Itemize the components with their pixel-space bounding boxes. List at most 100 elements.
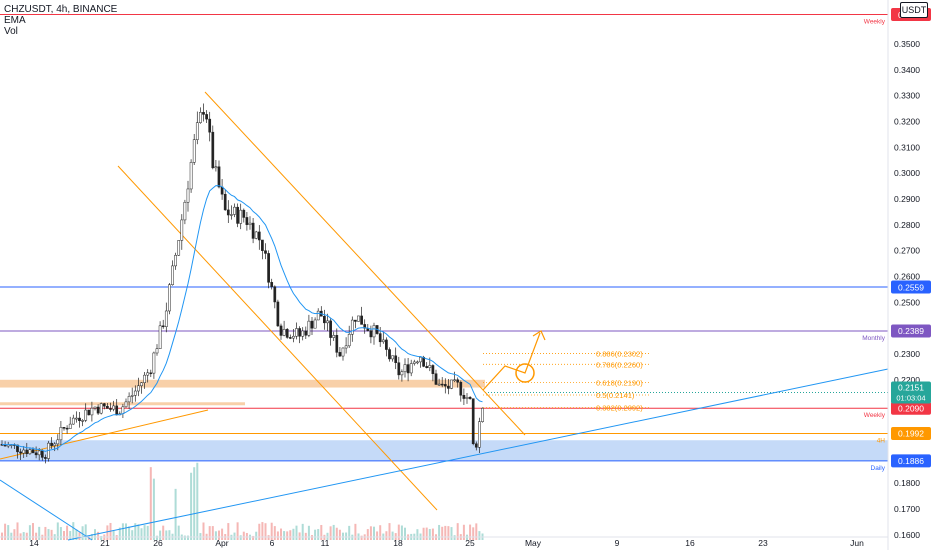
price-tick-label: 0.2900 bbox=[894, 194, 920, 204]
volume-bar bbox=[258, 523, 261, 540]
volume-bar bbox=[125, 523, 127, 540]
time-axis[interactable]: 14 21 26 Apr 6 11 18 25 May 9 16 23 Jun bbox=[0, 536, 888, 548]
candle-body bbox=[347, 333, 351, 347]
candle-body bbox=[78, 417, 81, 421]
currency-button[interactable]: USDT bbox=[900, 2, 928, 18]
volume-bar bbox=[283, 531, 286, 540]
candle-body bbox=[242, 209, 246, 218]
volume-bar bbox=[156, 535, 158, 540]
candle-body bbox=[189, 162, 193, 190]
volume-bar bbox=[329, 526, 332, 540]
volume-bar bbox=[276, 531, 279, 540]
volume-bar bbox=[128, 526, 131, 540]
candle-body bbox=[146, 372, 150, 376]
candle-body bbox=[434, 373, 438, 385]
volume-bar bbox=[342, 532, 344, 540]
volume-bar bbox=[270, 522, 273, 540]
candle-body bbox=[230, 214, 233, 216]
volume-indicator-label[interactable]: Vol bbox=[4, 26, 18, 37]
volume-bar bbox=[338, 529, 341, 540]
price-tick-label: 0.2200 bbox=[894, 375, 920, 385]
volume-bar bbox=[202, 522, 205, 540]
volume-bar bbox=[431, 528, 434, 540]
volume-bar bbox=[428, 528, 431, 540]
candle-body bbox=[226, 209, 230, 216]
volume-bar bbox=[317, 529, 320, 540]
volume-bar bbox=[264, 523, 267, 540]
candle-body bbox=[276, 301, 280, 327]
candle-body bbox=[168, 284, 171, 312]
time-tick-label: 9 bbox=[615, 538, 620, 548]
price-tick-label: 0.3400 bbox=[894, 65, 920, 75]
ema-indicator-label[interactable]: EMA bbox=[4, 15, 26, 26]
volume-bar bbox=[332, 524, 335, 540]
candle-body bbox=[292, 335, 295, 339]
ema-line bbox=[1, 185, 483, 452]
bar-countdown-label: 01:03:04 bbox=[896, 393, 925, 402]
volume-bar bbox=[177, 525, 180, 540]
candle-body bbox=[177, 240, 181, 256]
price-tick-label: 0.2300 bbox=[894, 349, 920, 359]
volume-bar bbox=[255, 531, 258, 540]
volume-bars bbox=[1, 462, 484, 540]
candle-body bbox=[360, 315, 363, 325]
fib-label: 0.382(0.2092) bbox=[596, 404, 643, 413]
candle-body bbox=[481, 408, 484, 422]
candle-body bbox=[140, 382, 143, 387]
candle-body bbox=[474, 443, 478, 448]
candle-body bbox=[456, 379, 460, 383]
horizontal-levels[interactable]: Weekly Monthly Weekly 4H Daily bbox=[0, 14, 888, 472]
candle-body bbox=[186, 188, 190, 203]
candles bbox=[0, 103, 484, 464]
level-price-label: 0.1992 bbox=[898, 429, 924, 439]
time-tick-label: 26 bbox=[153, 538, 163, 548]
candle-body bbox=[437, 383, 441, 386]
candle-body bbox=[223, 193, 227, 211]
candle-body bbox=[254, 231, 258, 239]
volume-bar bbox=[56, 522, 59, 540]
candle-body bbox=[53, 443, 57, 446]
volume-bar bbox=[10, 532, 13, 540]
volume-bar bbox=[112, 530, 115, 540]
candle-body bbox=[31, 449, 35, 454]
candle-body bbox=[304, 330, 308, 336]
price-axis[interactable]: 0.36000.35000.34000.33000.32000.31000.30… bbox=[887, 0, 932, 550]
rising-trendline bbox=[67, 368, 889, 541]
drawings[interactable] bbox=[0, 91, 889, 541]
level-price-label: 0.2389 bbox=[898, 326, 924, 336]
price-tick-label: 0.1800 bbox=[894, 478, 920, 488]
price-zone bbox=[0, 379, 485, 388]
level-price-label-bg bbox=[891, 401, 931, 415]
price-tick-label: 0.2800 bbox=[894, 220, 920, 230]
candle-body bbox=[214, 166, 218, 169]
candle-body bbox=[462, 394, 466, 399]
symbol-title[interactable]: CHZUSDT, 4h, BINANCE bbox=[4, 4, 118, 15]
volume-bar bbox=[422, 527, 425, 540]
volume-bar bbox=[304, 532, 307, 540]
candle-body bbox=[397, 362, 401, 376]
candle-body bbox=[329, 320, 332, 338]
channel-lower-line bbox=[117, 165, 438, 511]
volume-bar bbox=[25, 532, 28, 540]
volume-bar bbox=[320, 524, 323, 540]
volume-bar bbox=[69, 530, 72, 540]
volume-bar bbox=[450, 527, 453, 540]
volume-bar bbox=[456, 523, 459, 540]
candle-body bbox=[236, 206, 239, 224]
price-tick-label: 0.3300 bbox=[894, 91, 920, 101]
candle-body bbox=[285, 329, 289, 338]
volume-bar bbox=[404, 527, 406, 540]
candle-body bbox=[257, 231, 261, 241]
time-tick-label: 25 bbox=[465, 538, 475, 548]
volume-bar bbox=[236, 522, 239, 540]
candle-body bbox=[403, 364, 407, 373]
level-price-label: 0.1886 bbox=[898, 456, 924, 466]
volume-bar bbox=[314, 529, 317, 540]
candle-body bbox=[34, 452, 38, 456]
volume-bar bbox=[1, 532, 3, 540]
volume-bar bbox=[292, 528, 295, 540]
candle-body bbox=[37, 450, 41, 456]
price-zone bbox=[0, 402, 245, 406]
ema-polyline bbox=[1, 185, 483, 452]
